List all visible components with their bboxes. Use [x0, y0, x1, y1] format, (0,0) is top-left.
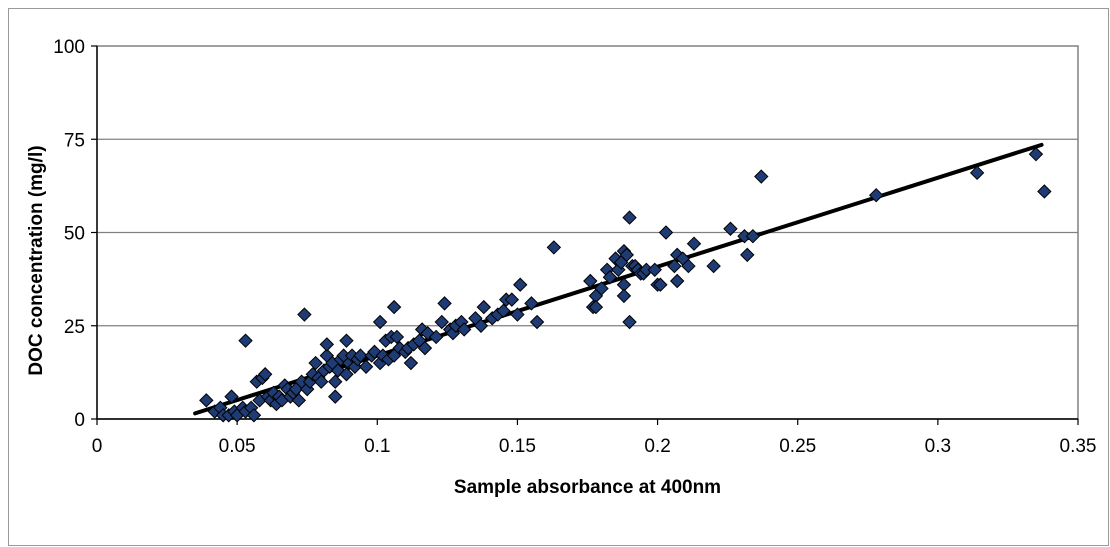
data-point	[531, 316, 544, 329]
data-point	[239, 334, 252, 347]
data-point	[707, 260, 720, 273]
data-point	[438, 297, 451, 310]
x-tick-label: 0.05	[219, 436, 256, 457]
data-point	[741, 248, 754, 261]
data-point	[477, 301, 490, 314]
data-point	[617, 289, 630, 302]
data-point	[623, 211, 636, 224]
data-point	[659, 226, 672, 239]
y-tick-label: 0	[74, 410, 85, 431]
data-point	[724, 222, 737, 235]
data-point	[514, 278, 527, 291]
data-points	[200, 148, 1051, 422]
x-tick-label: 0.25	[779, 436, 816, 457]
tick-labels: 0 25 50 75 100 0 0.05 0.1 0.15 0.2 0.25 0.3 0.35	[53, 37, 1096, 457]
data-point	[671, 274, 684, 287]
data-point	[688, 237, 701, 250]
data-point	[320, 338, 333, 351]
x-tick-label: 0.2	[644, 436, 670, 457]
data-point	[200, 394, 213, 407]
data-point	[329, 375, 342, 388]
x-tick-label: 0	[92, 436, 103, 457]
y-tick-label: 50	[64, 224, 85, 245]
x-tick-label: 0.35	[1060, 436, 1097, 457]
x-tick-label: 0.15	[499, 436, 536, 457]
data-point	[547, 241, 560, 254]
data-point	[404, 357, 417, 370]
data-point	[1038, 185, 1051, 198]
data-point	[388, 301, 401, 314]
data-point	[298, 308, 311, 321]
x-tick-label: 0.1	[364, 436, 390, 457]
data-point	[329, 390, 342, 403]
data-point	[755, 170, 768, 183]
data-point	[746, 230, 759, 243]
x-tick-label: 0.3	[925, 436, 951, 457]
data-point	[340, 334, 353, 347]
axes	[91, 46, 1078, 425]
y-axis-title: DOC concentration (mg/l)	[26, 145, 47, 375]
data-point	[623, 316, 636, 329]
gridlines	[97, 139, 1078, 326]
y-tick-label: 75	[64, 130, 85, 151]
x-axis-title: Sample absorbance at 400nm	[454, 477, 721, 498]
y-tick-label: 100	[53, 37, 85, 58]
data-point	[374, 316, 387, 329]
y-tick-label: 25	[64, 317, 85, 338]
